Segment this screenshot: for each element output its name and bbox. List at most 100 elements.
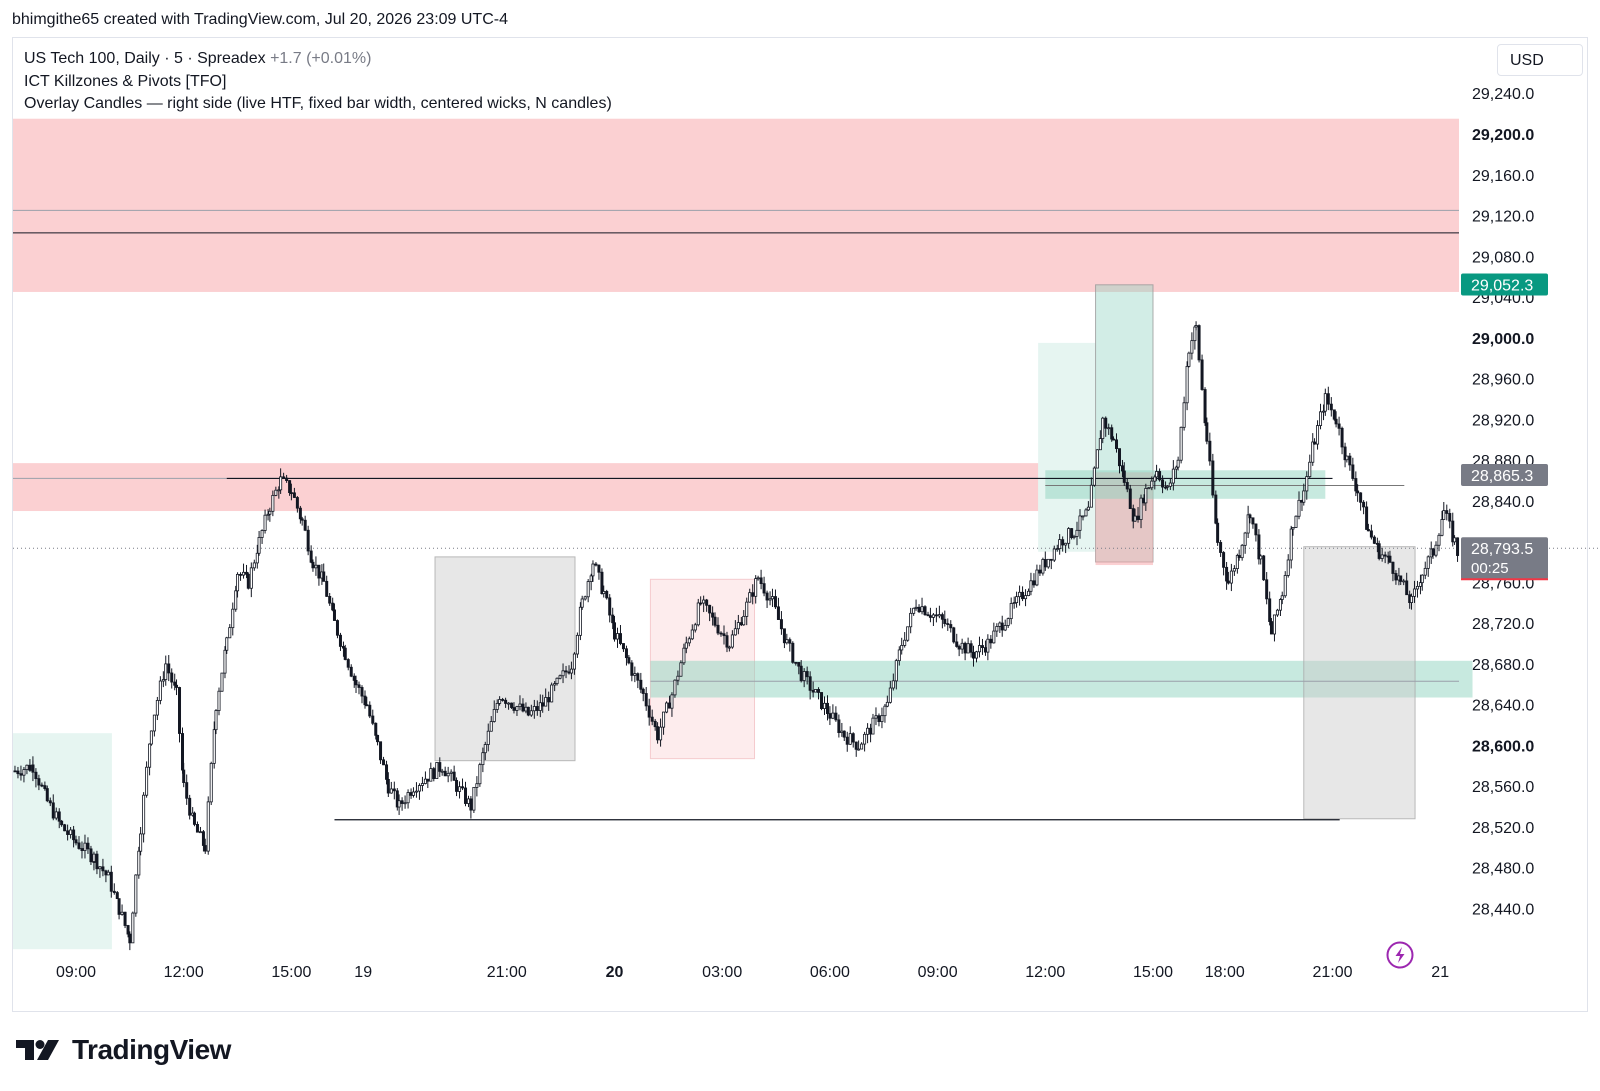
candle-body (63, 824, 67, 832)
candle (472, 786, 476, 814)
candle (641, 687, 645, 702)
lightning-bolt-icon[interactable] (1385, 940, 1415, 970)
candle-body (940, 614, 944, 620)
candle-body (1168, 482, 1172, 487)
candle-body (164, 663, 168, 680)
candle (28, 759, 32, 772)
legend-indicator-killzones[interactable]: ICT Killzones & Pivots [TFO] (24, 72, 227, 90)
candle-body (16, 770, 20, 775)
candle-body (791, 642, 795, 663)
candle (1399, 575, 1403, 586)
candle-body (541, 702, 545, 707)
candle-body (371, 715, 375, 724)
candle (955, 633, 959, 648)
time-tick-label: 12:00 (1025, 964, 1065, 981)
legend-symbol-row[interactable]: US Tech 100, Daily · 5 · Spreadex +1.7 (… (24, 48, 612, 71)
candle-body (1095, 449, 1099, 469)
candle-body (1445, 510, 1449, 514)
candle-body (1394, 573, 1398, 581)
candle-body (322, 571, 326, 582)
legend-symbol[interactable]: US Tech 100, Daily · 5 · Spreadex (24, 50, 266, 67)
candle-body (937, 614, 941, 617)
candle (972, 645, 976, 667)
candle-body (252, 562, 256, 569)
candle-body (768, 598, 772, 601)
candle-body (458, 786, 462, 792)
candle (943, 610, 947, 627)
candle (851, 732, 855, 748)
candle-body (650, 716, 654, 722)
candle (555, 677, 559, 686)
candle-body (368, 704, 372, 717)
candle-body (1161, 479, 1165, 488)
candle-body (586, 581, 590, 598)
time-tick-label: 09:00 (56, 964, 96, 981)
candle (768, 591, 772, 606)
candle-body (1117, 448, 1121, 467)
candle-body (217, 690, 221, 711)
candle-body (223, 649, 227, 674)
candle-body (575, 634, 579, 655)
candle-body (1061, 539, 1065, 546)
candle (937, 605, 941, 619)
chart-frame (12, 37, 1588, 1012)
candle (611, 607, 615, 630)
candle (1365, 501, 1369, 530)
candle-body (1176, 459, 1180, 468)
candle (489, 716, 493, 732)
candle-body (298, 507, 302, 520)
candle (705, 598, 709, 612)
candle-body (43, 785, 47, 789)
candle-body (1269, 621, 1273, 635)
candle-body (1038, 569, 1042, 574)
candle-body (1332, 409, 1336, 420)
candle (1409, 593, 1413, 610)
candle (501, 697, 505, 702)
candle (117, 898, 121, 920)
candle (268, 507, 272, 522)
candle-body (928, 615, 932, 618)
candle (228, 624, 232, 639)
candle-body (762, 583, 766, 594)
candle-body (239, 573, 243, 576)
candle (271, 490, 275, 517)
candle-body (963, 642, 967, 654)
candle (106, 869, 110, 876)
candle-body (173, 681, 177, 686)
candle-body (1359, 492, 1363, 503)
candle (19, 765, 23, 781)
candle-body (1078, 515, 1082, 531)
candle-body (1089, 484, 1093, 508)
candle (234, 585, 238, 612)
candle-body (912, 607, 916, 614)
candle-body (532, 706, 536, 712)
candle-body (1272, 614, 1276, 635)
candle-body (1437, 534, 1441, 546)
legend-indicator-overlay[interactable]: Overlay Candles — right side (live HTF, … (24, 95, 612, 112)
candle (1084, 508, 1088, 517)
currency-button[interactable]: USD (1497, 44, 1583, 76)
candle-body (909, 612, 913, 628)
candle (1214, 490, 1218, 525)
candle (823, 696, 827, 715)
price-tick-label: 28,840.0 (1472, 494, 1534, 511)
candle (346, 658, 350, 671)
candle (1131, 504, 1135, 529)
candle (80, 841, 84, 859)
candle (382, 756, 386, 766)
candle-body (711, 612, 715, 618)
candle-body (379, 741, 383, 761)
candle (912, 607, 916, 616)
candle (341, 641, 345, 657)
candle-body (309, 550, 313, 563)
candle (1254, 523, 1258, 542)
candle (526, 706, 530, 717)
candle-body (1409, 595, 1413, 603)
candle-body (608, 597, 612, 616)
candle (371, 709, 375, 726)
candle-body (1021, 591, 1025, 600)
candle-body (201, 831, 205, 846)
candle (1125, 478, 1129, 493)
candle (279, 468, 283, 494)
